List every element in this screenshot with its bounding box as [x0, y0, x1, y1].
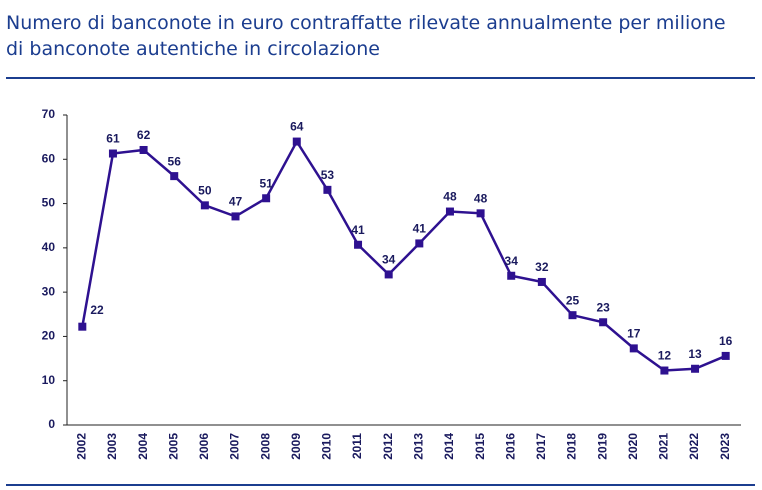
x-tick-label: 2011 — [350, 433, 364, 459]
marker — [170, 172, 179, 181]
marker — [476, 209, 485, 218]
data-label: 22 — [90, 303, 104, 317]
data-label: 34 — [505, 254, 519, 268]
marker — [537, 277, 546, 286]
data-label: 61 — [106, 132, 120, 146]
data-label: 53 — [321, 168, 335, 182]
marker — [568, 311, 577, 320]
x-tick-label: 2004 — [136, 433, 150, 460]
marker — [445, 207, 454, 216]
x-tick-label: 2021 — [657, 433, 671, 460]
data-label: 32 — [535, 260, 549, 274]
x-tick-label: 2018 — [565, 433, 579, 460]
data-label: 50 — [198, 184, 212, 198]
marker — [354, 240, 363, 249]
x-tick-label: 2007 — [228, 433, 242, 460]
marker — [108, 149, 117, 158]
data-label: 51 — [259, 176, 273, 190]
data-label: 16 — [719, 334, 733, 348]
rule — [6, 484, 755, 486]
y-tick-label: 10 — [42, 373, 56, 387]
data-label: 48 — [474, 191, 488, 205]
marker — [231, 212, 240, 221]
y-tick-label: 60 — [42, 151, 56, 165]
data-label: 56 — [168, 154, 182, 168]
marker — [721, 351, 730, 360]
x-tick-label: 2023 — [718, 433, 732, 460]
data-label: 13 — [688, 347, 702, 361]
x-tick-label: 2014 — [442, 433, 456, 460]
marker — [200, 201, 209, 210]
data-label: 47 — [229, 195, 243, 209]
data-label: 34 — [382, 253, 396, 267]
data-label: 25 — [566, 293, 580, 307]
marker — [78, 322, 87, 331]
data-label: 41 — [351, 223, 365, 237]
marker — [292, 137, 301, 146]
data-label: 23 — [596, 300, 610, 314]
marker — [139, 145, 148, 154]
y-tick-label: 30 — [42, 284, 56, 298]
x-tick-label: 2017 — [534, 433, 548, 460]
y-tick-label: 0 — [48, 417, 55, 431]
y-tick-label: 40 — [42, 240, 56, 254]
x-tick-label: 2015 — [473, 433, 487, 460]
marker — [629, 344, 638, 353]
marker — [507, 271, 516, 280]
x-tick-label: 2005 — [166, 433, 180, 460]
x-tick-label: 2020 — [626, 433, 640, 460]
marker — [384, 270, 393, 279]
x-tick-label: 2008 — [258, 433, 272, 460]
chart-title: Numero di banconote in euro contraffatte… — [6, 12, 726, 60]
y-tick-label: 70 — [42, 107, 56, 121]
y-tick-label: 20 — [42, 329, 56, 343]
data-label: 62 — [137, 128, 151, 142]
data-label: 12 — [658, 349, 672, 363]
x-tick-label: 2019 — [595, 433, 609, 460]
line — [81, 139, 727, 372]
x-tick-label: 2003 — [105, 433, 119, 460]
marker — [262, 194, 271, 203]
x-tick-label: 2010 — [320, 433, 334, 460]
x-tick-label: 2002 — [74, 433, 88, 460]
marker — [599, 318, 608, 327]
x-tick-label: 2012 — [381, 433, 395, 460]
data-label: 17 — [627, 327, 641, 341]
data-label: 41 — [413, 222, 427, 236]
y-tick-label: 50 — [42, 196, 56, 210]
marker — [323, 185, 332, 194]
x-tick-label: 2016 — [503, 433, 517, 460]
x-tick-label: 2022 — [687, 433, 701, 460]
x-tick-label: 2006 — [197, 433, 211, 460]
data-label: 48 — [443, 190, 457, 204]
marker — [691, 364, 700, 373]
marker — [660, 366, 669, 375]
data-label: 64 — [290, 120, 304, 134]
chart: 0 10 20 30 40 50 60 70 2002 2003 2004 2005 2006 2007 2… — [42, 107, 741, 460]
x-tick-label: 2013 — [411, 433, 425, 460]
x-tick-label: 2009 — [289, 433, 303, 460]
marker — [415, 239, 424, 248]
rule — [6, 77, 755, 79]
